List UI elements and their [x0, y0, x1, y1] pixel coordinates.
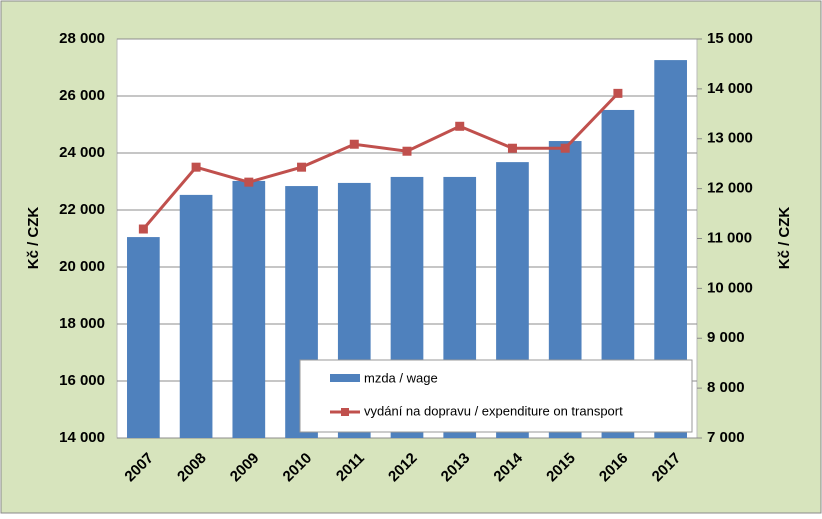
legend-label: mzda / wage	[364, 370, 438, 385]
bar	[179, 194, 213, 438]
y2-tick-label: 13 000	[707, 130, 753, 147]
y2-axis-title: Kč / CZK	[776, 207, 793, 270]
y2-tick-label: 15 000	[707, 30, 753, 47]
y2-tick-label: 7 000	[707, 429, 745, 446]
y2-tick-label: 14 000	[707, 80, 753, 97]
y-tick-label: 14 000	[59, 429, 105, 446]
marker	[244, 177, 254, 187]
y-tick-label: 18 000	[59, 315, 105, 332]
legend-swatch	[330, 374, 360, 382]
y-tick-label: 22 000	[59, 201, 105, 218]
bar	[127, 237, 160, 438]
y2-tick-label: 12 000	[707, 180, 753, 197]
legend-box	[299, 359, 693, 433]
y-axis-title: Kč / CZK	[25, 207, 42, 270]
y2-tick-label: 9 000	[707, 329, 745, 346]
marker	[138, 224, 148, 234]
marker	[560, 143, 570, 153]
marker	[191, 162, 201, 172]
y2-tick-label: 11 000	[707, 229, 752, 246]
y-tick-label: 26 000	[59, 87, 105, 104]
y-tick-label: 20 000	[59, 258, 105, 275]
marker	[349, 139, 359, 149]
bar	[232, 180, 266, 438]
y2-tick-label: 8 000	[707, 379, 745, 396]
legend-swatch	[341, 408, 349, 416]
legend-label: vydání na dopravu / expenditure on trans…	[364, 403, 623, 418]
y-tick-label: 28 000	[59, 30, 105, 47]
line	[142, 92, 619, 230]
y-tick-label: 24 000	[59, 144, 105, 161]
marker	[613, 88, 623, 98]
marker	[297, 162, 307, 172]
y2-tick-label: 10 000	[707, 279, 753, 296]
y-tick-label: 16 000	[59, 372, 105, 389]
marker	[507, 143, 517, 153]
legend: mzda / wage vydání na dopravu / expendit…	[299, 359, 693, 433]
marker	[455, 121, 465, 131]
marker	[402, 146, 412, 156]
